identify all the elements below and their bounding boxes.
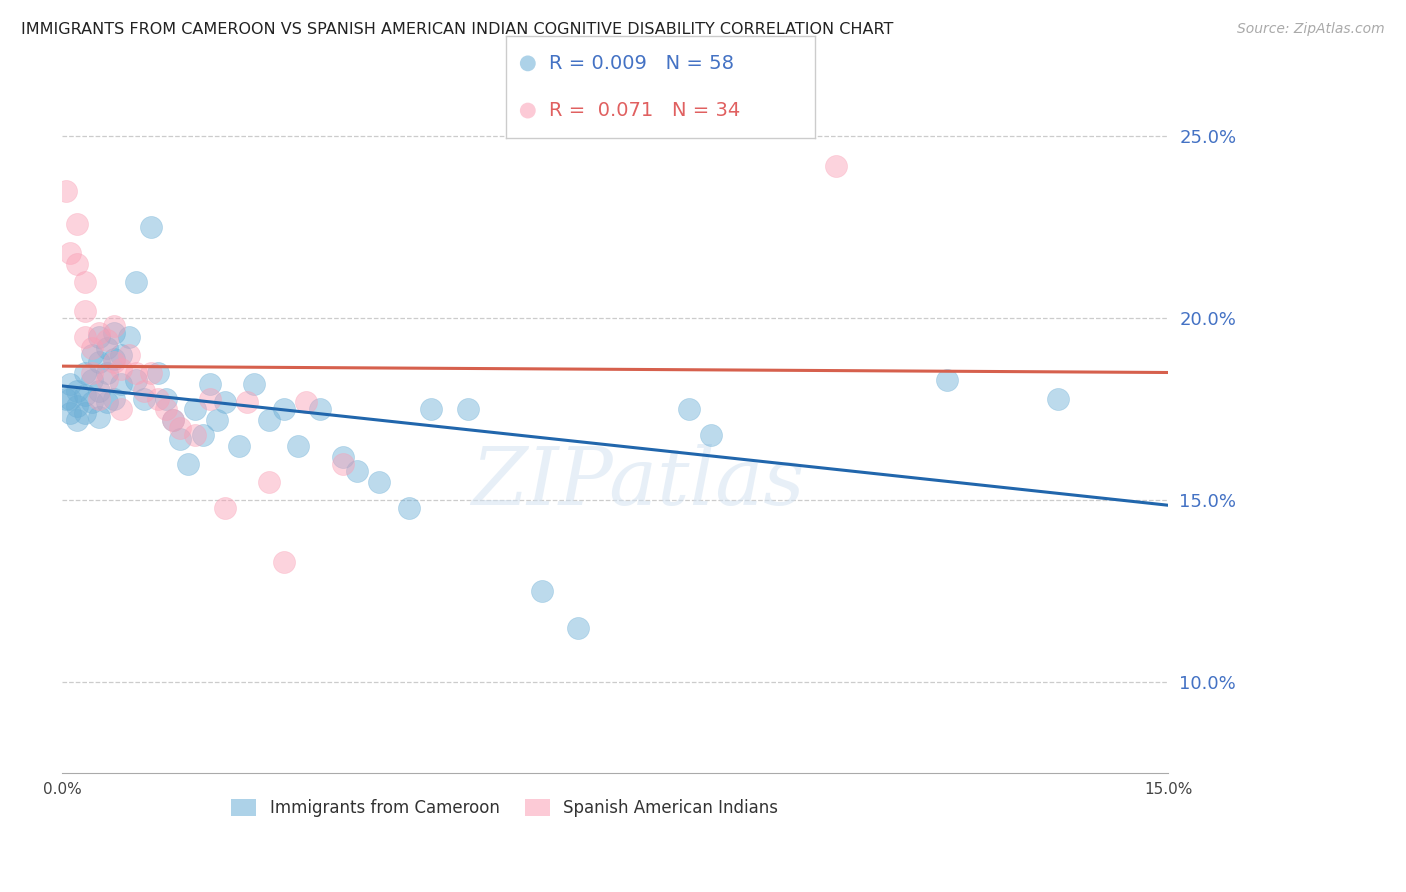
Point — [346, 464, 368, 478]
Point — [184, 428, 207, 442]
Point — [273, 402, 295, 417]
Point — [125, 366, 148, 380]
Point — [55, 392, 77, 406]
Point — [125, 373, 148, 387]
Point — [530, 584, 553, 599]
Point — [236, 395, 259, 409]
Point — [294, 395, 316, 409]
Point — [243, 376, 266, 391]
Point — [73, 304, 96, 318]
Point — [139, 366, 162, 380]
Point — [96, 334, 118, 348]
Point — [162, 413, 184, 427]
Text: ZIPatlas: ZIPatlas — [471, 444, 804, 522]
Point — [273, 555, 295, 569]
Point — [89, 409, 111, 424]
Point — [332, 450, 354, 464]
Legend: Immigrants from Cameroon, Spanish American Indians: Immigrants from Cameroon, Spanish Americ… — [225, 792, 785, 824]
Point — [678, 402, 700, 417]
Point — [207, 413, 229, 427]
Point — [184, 402, 207, 417]
Point — [309, 402, 332, 417]
Point — [169, 432, 191, 446]
Point — [228, 439, 250, 453]
Point — [66, 257, 89, 271]
Point — [177, 457, 200, 471]
Point — [96, 366, 118, 380]
Point — [700, 428, 723, 442]
Point — [96, 341, 118, 355]
Point — [89, 329, 111, 343]
Point — [118, 348, 141, 362]
Point — [110, 376, 132, 391]
Point — [148, 366, 170, 380]
Point — [66, 399, 89, 413]
Point — [139, 220, 162, 235]
Point — [89, 326, 111, 340]
Point — [420, 402, 443, 417]
Point — [73, 329, 96, 343]
Point — [110, 402, 132, 417]
Point — [59, 246, 82, 260]
Point — [132, 392, 155, 406]
Point — [103, 355, 125, 369]
Point — [132, 384, 155, 399]
Point — [103, 326, 125, 340]
Point — [80, 373, 103, 387]
Point — [1046, 392, 1069, 406]
Point — [567, 621, 589, 635]
Point — [59, 406, 82, 420]
Point — [73, 366, 96, 380]
Point — [73, 406, 96, 420]
Point — [169, 420, 191, 434]
Point — [80, 366, 103, 380]
Point — [155, 402, 177, 417]
Point — [80, 341, 103, 355]
Point — [155, 392, 177, 406]
Point — [148, 392, 170, 406]
Point — [80, 395, 103, 409]
Point — [55, 184, 77, 198]
Point — [110, 362, 132, 376]
Point — [191, 428, 214, 442]
Point — [59, 376, 82, 391]
Point — [257, 475, 280, 490]
Point — [125, 275, 148, 289]
Point — [89, 355, 111, 369]
Point — [118, 329, 141, 343]
Point — [398, 500, 420, 515]
Point — [96, 395, 118, 409]
Point — [66, 217, 89, 231]
Point — [73, 388, 96, 402]
Point — [332, 457, 354, 471]
Point — [59, 392, 82, 406]
Text: IMMIGRANTS FROM CAMEROON VS SPANISH AMERICAN INDIAN COGNITIVE DISABILITY CORRELA: IMMIGRANTS FROM CAMEROON VS SPANISH AMER… — [21, 22, 893, 37]
Point — [257, 413, 280, 427]
Text: Source: ZipAtlas.com: Source: ZipAtlas.com — [1237, 22, 1385, 37]
Point — [73, 275, 96, 289]
Point — [103, 351, 125, 366]
Point — [110, 348, 132, 362]
Point — [198, 392, 221, 406]
Point — [66, 384, 89, 399]
Point — [103, 392, 125, 406]
Point — [80, 348, 103, 362]
Point — [936, 373, 959, 387]
Point — [825, 159, 848, 173]
Text: R =  0.071   N = 34: R = 0.071 N = 34 — [550, 101, 741, 120]
Point — [103, 318, 125, 333]
Point — [214, 395, 236, 409]
Point — [368, 475, 391, 490]
Point — [66, 413, 89, 427]
Point — [89, 392, 111, 406]
Point — [287, 439, 309, 453]
Point — [162, 413, 184, 427]
Point — [198, 376, 221, 391]
Point — [96, 373, 118, 387]
Text: R = 0.009   N = 58: R = 0.009 N = 58 — [550, 54, 734, 73]
Point — [457, 402, 479, 417]
Point — [89, 384, 111, 399]
Point — [214, 500, 236, 515]
